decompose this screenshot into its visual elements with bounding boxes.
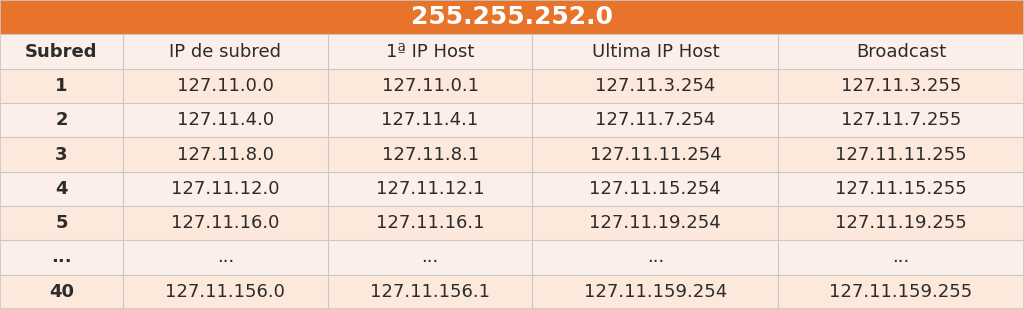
Text: 127.11.156.0: 127.11.156.0 [165,283,286,301]
Text: 127.11.11.254: 127.11.11.254 [590,146,721,163]
FancyBboxPatch shape [0,137,1024,172]
Text: Broadcast: Broadcast [856,43,946,61]
Text: 1ª IP Host: 1ª IP Host [386,43,474,61]
Text: 127.11.16.1: 127.11.16.1 [376,214,484,232]
Text: 127.11.0.0: 127.11.0.0 [177,77,273,95]
FancyBboxPatch shape [0,172,1024,206]
Text: 127.11.156.1: 127.11.156.1 [370,283,490,301]
Text: 5: 5 [55,214,68,232]
FancyBboxPatch shape [0,275,1024,309]
Text: 1: 1 [55,77,68,95]
Text: 127.11.3.255: 127.11.3.255 [841,77,962,95]
Text: 127.11.7.255: 127.11.7.255 [841,111,962,129]
Text: 127.11.15.254: 127.11.15.254 [590,180,721,198]
Text: 40: 40 [49,283,74,301]
Text: 127.11.159.255: 127.11.159.255 [829,283,973,301]
FancyBboxPatch shape [0,103,1024,137]
FancyBboxPatch shape [0,69,1024,103]
FancyBboxPatch shape [0,240,1024,275]
Text: 127.11.11.255: 127.11.11.255 [836,146,967,163]
Text: 3: 3 [55,146,68,163]
Text: 127.11.12.0: 127.11.12.0 [171,180,280,198]
Text: Subred: Subred [26,43,97,61]
Text: 127.11.159.254: 127.11.159.254 [584,283,727,301]
Text: IP de subred: IP de subred [169,43,282,61]
Text: ...: ... [51,248,72,266]
Text: 127.11.16.0: 127.11.16.0 [171,214,280,232]
Text: 127.11.3.254: 127.11.3.254 [595,77,716,95]
Text: 127.11.12.1: 127.11.12.1 [376,180,484,198]
Text: 127.11.19.254: 127.11.19.254 [590,214,721,232]
Text: ...: ... [422,248,438,266]
FancyBboxPatch shape [0,34,1024,69]
Text: 127.11.7.254: 127.11.7.254 [595,111,716,129]
Text: 127.11.8.0: 127.11.8.0 [177,146,273,163]
Text: ...: ... [217,248,233,266]
Text: 127.11.0.1: 127.11.0.1 [382,77,478,95]
Text: ...: ... [893,248,909,266]
Text: 127.11.15.255: 127.11.15.255 [836,180,967,198]
FancyBboxPatch shape [0,0,1024,34]
Text: 255.255.252.0: 255.255.252.0 [411,5,613,29]
Text: 127.11.8.1: 127.11.8.1 [382,146,478,163]
Text: Ultima IP Host: Ultima IP Host [592,43,719,61]
Text: 2: 2 [55,111,68,129]
Text: 127.11.4.0: 127.11.4.0 [177,111,273,129]
Text: 4: 4 [55,180,68,198]
Text: 127.11.4.1: 127.11.4.1 [382,111,478,129]
Text: 127.11.19.255: 127.11.19.255 [836,214,967,232]
Text: ...: ... [647,248,664,266]
FancyBboxPatch shape [0,206,1024,240]
